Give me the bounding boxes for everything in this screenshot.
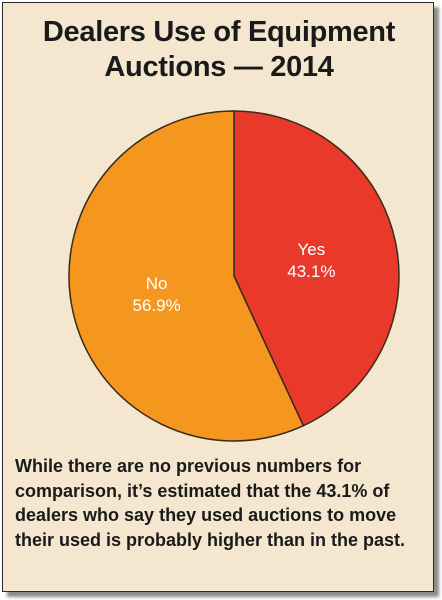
chart-title: Dealers Use of Equipment Auctions — 2014 — [3, 15, 435, 85]
pie-label-yes-name: Yes — [297, 240, 325, 259]
chart-title-line-1: Dealers Use of Equipment — [42, 16, 396, 48]
pie-slice-yes — [233, 110, 400, 427]
pie-slice-no — [68, 110, 305, 442]
pie-label-no-name: No — [146, 274, 168, 293]
chart-caption: While there are no previous numbers for … — [15, 456, 406, 550]
chart-card: Dealers Use of Equipment Auctions — 2014… — [2, 2, 434, 592]
pie-label-yes-value: 43.1% — [287, 262, 335, 281]
chart-title-line-2: Auctions — 2014 — [104, 51, 334, 83]
pie-chart: Yes 43.1% No 56.9% — [68, 110, 400, 442]
pie-label-no-value: 56.9% — [133, 296, 181, 315]
